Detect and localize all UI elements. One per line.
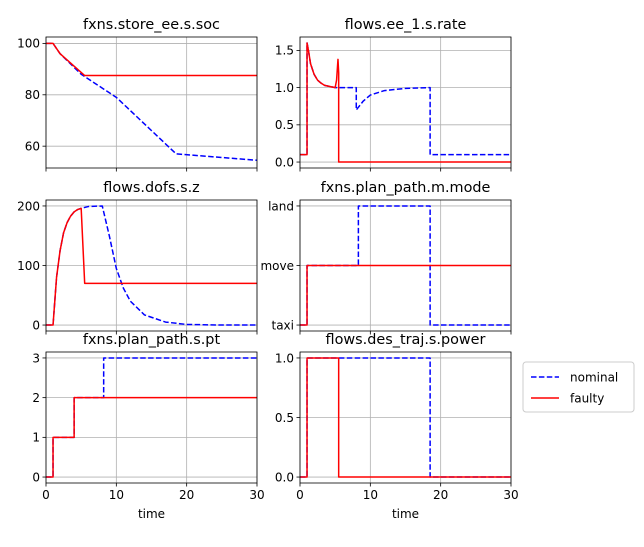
subplot-4: taxi move land fxns.plan_path.m.mode bbox=[260, 180, 512, 335]
subplot-3-ytick-label-2: 200 bbox=[17, 199, 40, 213]
legend: nominal faulty bbox=[522, 361, 635, 413]
subplot-3-title: flows.dofs.s.z bbox=[103, 180, 199, 196]
subplot-2-series-nominal bbox=[300, 42, 511, 156]
subplot-4-ytick-label-0: taxi bbox=[272, 318, 295, 332]
subplot-5-series-nominal bbox=[46, 357, 257, 478]
subplot-5-ytick-label-0: 0 bbox=[32, 470, 40, 484]
subplot-6-series-faulty bbox=[300, 357, 511, 478]
subplot-6-ytick-label-2: 1.0 bbox=[275, 351, 294, 365]
subplot-5-xtick-label-0: 0 bbox=[42, 488, 50, 502]
subplot-3-series-faulty bbox=[46, 207, 257, 326]
subplot-2-ytick-label-0: 0.0 bbox=[275, 155, 294, 169]
subplot-5-series-faulty bbox=[46, 396, 257, 478]
subplot-5-ytick-label-2: 2 bbox=[32, 391, 40, 405]
subplot-2: 0.0 0.5 1.0 1.5 flows.ee_1.s.rate bbox=[275, 17, 512, 172]
subplot-3-ytick-label-0: 0 bbox=[32, 318, 40, 332]
subplot-6-xtick-label-1: 10 bbox=[363, 488, 378, 502]
subplot-6-xtick-label-3: 30 bbox=[503, 488, 518, 502]
subplot-4-title: fxns.plan_path.m.mode bbox=[321, 180, 491, 196]
subplot-6-xtick-label-0: 0 bbox=[296, 488, 304, 502]
legend-label-nominal: nominal bbox=[570, 371, 618, 385]
subplot-6-xtick-label-2: 20 bbox=[433, 488, 448, 502]
subplot-6: 0 10 20 30 0.0 0.5 1.0 flows.des_traj.s.powerti… bbox=[275, 332, 519, 521]
subplot-6-ytick-label-0: 0.0 bbox=[275, 470, 294, 484]
subplot-6-title: flows.des_traj.s.power bbox=[326, 332, 486, 348]
subplot-5-ytick-label-1: 1 bbox=[32, 431, 40, 445]
subplot-5-xlabel: time bbox=[138, 507, 165, 521]
subplot-1-frame bbox=[45, 36, 258, 169]
subplot-6-ytick-label-1: 0.5 bbox=[275, 411, 294, 425]
legend-label-faulty: faulty bbox=[570, 392, 604, 406]
subplot-2-series-faulty bbox=[300, 42, 511, 163]
subplot-2-frame bbox=[299, 36, 512, 169]
legend-frame bbox=[522, 361, 635, 413]
subplot-3: 0 100 200 flows.dofs.s.z bbox=[17, 180, 258, 335]
subplot-4-ytick-label-2: land bbox=[268, 199, 294, 213]
subplot-5-title: fxns.plan_path.s.pt bbox=[83, 332, 221, 348]
subplot-2-ytick-label-3: 1.5 bbox=[275, 44, 294, 58]
subplot-2-ytick-label-2: 1.0 bbox=[275, 81, 294, 95]
subplot-1: 60 80 100 fxns.store_ee.s.soc bbox=[17, 17, 258, 172]
subplot-1-series-faulty bbox=[46, 42, 257, 77]
subplot-5-xtick-label-2: 20 bbox=[179, 488, 194, 502]
subplot-5-ytick-label-3: 3 bbox=[32, 351, 40, 365]
subplot-1-ytick-label-2: 100 bbox=[17, 37, 40, 51]
subplot-2-title: flows.ee_1.s.rate bbox=[345, 17, 467, 33]
subplot-6-xlabel: time bbox=[392, 507, 419, 521]
subplot-1-title: fxns.store_ee.s.soc bbox=[83, 17, 220, 33]
subplot-5-xtick-label-3: 30 bbox=[249, 488, 264, 502]
subplot-1-ytick-label-1: 80 bbox=[25, 88, 40, 102]
subplot-5-xtick-label-1: 10 bbox=[109, 488, 124, 502]
subplot-4-ytick-label-1: move bbox=[260, 259, 294, 273]
subplot-5-frame bbox=[45, 351, 258, 484]
subplot-2-ytick-label-1: 0.5 bbox=[275, 118, 294, 132]
subplot-3-ytick-label-1: 100 bbox=[17, 259, 40, 273]
subplot-1-ytick-label-0: 60 bbox=[25, 139, 40, 153]
subplot-4-series-faulty bbox=[300, 264, 511, 326]
subplot-1-series-nominal bbox=[46, 42, 258, 162]
